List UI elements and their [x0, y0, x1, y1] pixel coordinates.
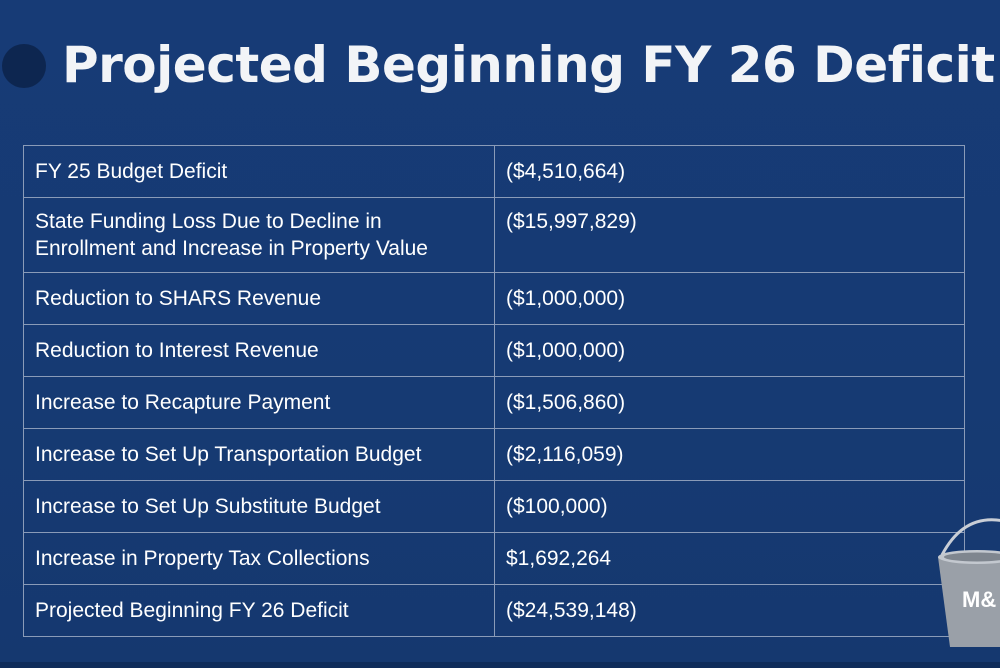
row-label: Projected Beginning FY 26 Deficit: [23, 584, 495, 637]
row-value: ($100,000): [494, 480, 965, 533]
logo-text: M&: [962, 587, 997, 612]
row-value: ($15,997,829): [494, 197, 965, 273]
row-label: FY 25 Budget Deficit: [23, 145, 495, 198]
row-label: Increase in Property Tax Collections: [23, 532, 495, 585]
bucket-logo-graphic: [938, 518, 1000, 647]
table-row: Increase to Set Up Substitute Budget ($1…: [23, 480, 965, 533]
table-row: Increase in Property Tax Collections $1,…: [23, 532, 965, 585]
row-value: ($4,510,664): [494, 145, 965, 198]
row-value: ($2,116,059): [494, 428, 965, 481]
table-row: Increase to Recapture Payment ($1,506,86…: [23, 376, 965, 429]
table-row: Reduction to Interest Revenue ($1,000,00…: [23, 324, 965, 377]
row-label: Reduction to Interest Revenue: [23, 324, 495, 377]
row-label: Reduction to SHARS Revenue: [23, 272, 495, 325]
row-value: ($1,000,000): [494, 324, 965, 377]
row-value: ($1,000,000): [494, 272, 965, 325]
row-label: Increase to Recapture Payment: [23, 376, 495, 429]
table-row: FY 25 Budget Deficit ($4,510,664): [23, 145, 965, 198]
row-label: State Funding Loss Due to Decline in Enr…: [23, 197, 495, 273]
table-row: Reduction to SHARS Revenue ($1,000,000): [23, 272, 965, 325]
table-row: Increase to Set Up Transportation Budget…: [23, 428, 965, 481]
title-bullet-dot: [2, 44, 46, 88]
row-label: Increase to Set Up Substitute Budget: [23, 480, 495, 533]
page-title: Projected Beginning FY 26 Deficit: [62, 36, 995, 94]
table-row: Projected Beginning FY 26 Deficit ($24,5…: [23, 584, 965, 637]
table-row: State Funding Loss Due to Decline in Enr…: [23, 197, 965, 273]
row-label: Increase to Set Up Transportation Budget: [23, 428, 495, 481]
bucket-icon: M&: [936, 515, 1000, 655]
bottom-strip: [0, 662, 1000, 668]
row-value: $1,692,264: [494, 532, 965, 585]
row-value: ($1,506,860): [494, 376, 965, 429]
row-value: ($24,539,148): [494, 584, 965, 637]
deficit-table: FY 25 Budget Deficit ($4,510,664) State …: [23, 145, 965, 637]
